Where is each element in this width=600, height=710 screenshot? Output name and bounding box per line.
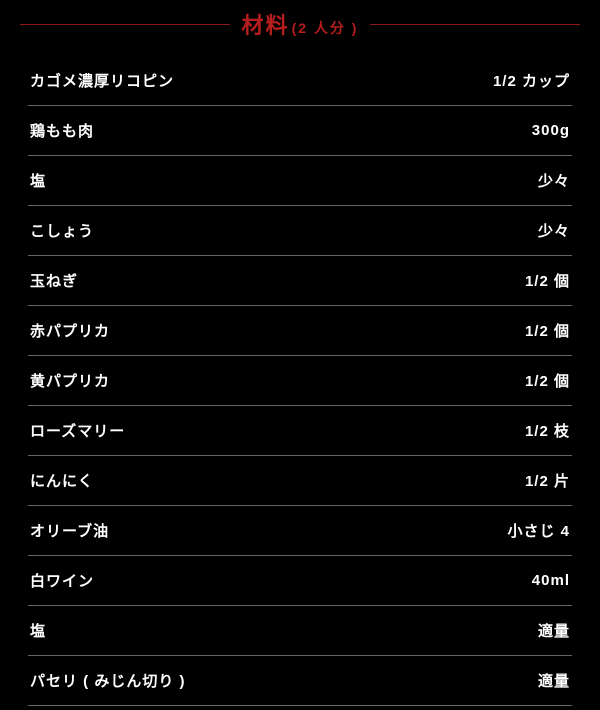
ingredient-amount: 1/2 カップ bbox=[493, 70, 570, 91]
ingredient-row: 赤パプリカ 1/2 個 bbox=[28, 306, 572, 356]
ingredient-name: 塩 bbox=[30, 170, 46, 191]
ingredient-name: 鶏もも肉 bbox=[30, 120, 94, 141]
ingredient-name: 赤パプリカ bbox=[30, 320, 110, 341]
header-title-wrap: 材料 (2 人分 ) bbox=[242, 8, 359, 40]
ingredient-amount: 1/2 枝 bbox=[525, 420, 570, 441]
ingredient-amount: 少々 bbox=[538, 220, 570, 241]
header-line-left bbox=[20, 24, 230, 25]
ingredient-row: こしょう 少々 bbox=[28, 206, 572, 256]
ingredient-amount: 適量 bbox=[538, 670, 570, 691]
ingredient-row: カゴメ濃厚リコピン 1/2 カップ bbox=[28, 56, 572, 106]
header-title: 材料 bbox=[242, 8, 290, 40]
ingredient-name: 塩 bbox=[30, 620, 46, 641]
ingredient-amount: 1/2 個 bbox=[525, 270, 570, 291]
ingredient-name: ローズマリー bbox=[30, 420, 125, 441]
ingredient-row: 白ワイン 40ml bbox=[28, 556, 572, 606]
ingredient-row: にんにく 1/2 片 bbox=[28, 456, 572, 506]
ingredient-amount: 1/2 片 bbox=[525, 470, 570, 491]
ingredient-row: 黄パプリカ 1/2 個 bbox=[28, 356, 572, 406]
ingredient-amount: 300g bbox=[532, 122, 570, 139]
header-line-right bbox=[370, 24, 580, 25]
ingredient-name: カゴメ濃厚リコピン bbox=[30, 70, 174, 91]
ingredient-amount: 適量 bbox=[538, 620, 570, 641]
ingredient-row: オリーブ油 小さじ 4 bbox=[28, 506, 572, 556]
ingredient-name: パセリ ( みじん切り ) bbox=[30, 670, 186, 691]
ingredient-amount: 1/2 個 bbox=[525, 370, 570, 391]
ingredient-name: 玉ねぎ bbox=[30, 270, 78, 291]
ingredient-row: 玉ねぎ 1/2 個 bbox=[28, 256, 572, 306]
ingredient-name: 黄パプリカ bbox=[30, 370, 110, 391]
ingredient-amount: 40ml bbox=[532, 572, 570, 589]
ingredient-name: オリーブ油 bbox=[30, 520, 109, 541]
ingredient-amount: 1/2 個 bbox=[525, 320, 570, 341]
ingredient-amount: 小さじ 4 bbox=[507, 520, 570, 541]
ingredient-row: パセリ ( みじん切り ) 適量 bbox=[28, 656, 572, 706]
ingredient-amount: 少々 bbox=[538, 170, 570, 191]
ingredient-name: 白ワイン bbox=[30, 570, 94, 591]
ingredients-list: カゴメ濃厚リコピン1/2 カップ鶏もも肉300g塩少々こしょう少々玉ねぎ1/2 … bbox=[20, 56, 580, 706]
ingredient-name: こしょう bbox=[30, 220, 94, 241]
ingredient-row: 塩 適量 bbox=[28, 606, 572, 656]
ingredients-header: 材料 (2 人分 ) bbox=[20, 0, 580, 56]
ingredient-name: にんにく bbox=[30, 470, 94, 491]
ingredient-row: 鶏もも肉 300g bbox=[28, 106, 572, 156]
header-subtitle: (2 人分 ) bbox=[292, 18, 359, 38]
ingredient-row: ローズマリー 1/2 枝 bbox=[28, 406, 572, 456]
ingredient-row: 塩 少々 bbox=[28, 156, 572, 206]
